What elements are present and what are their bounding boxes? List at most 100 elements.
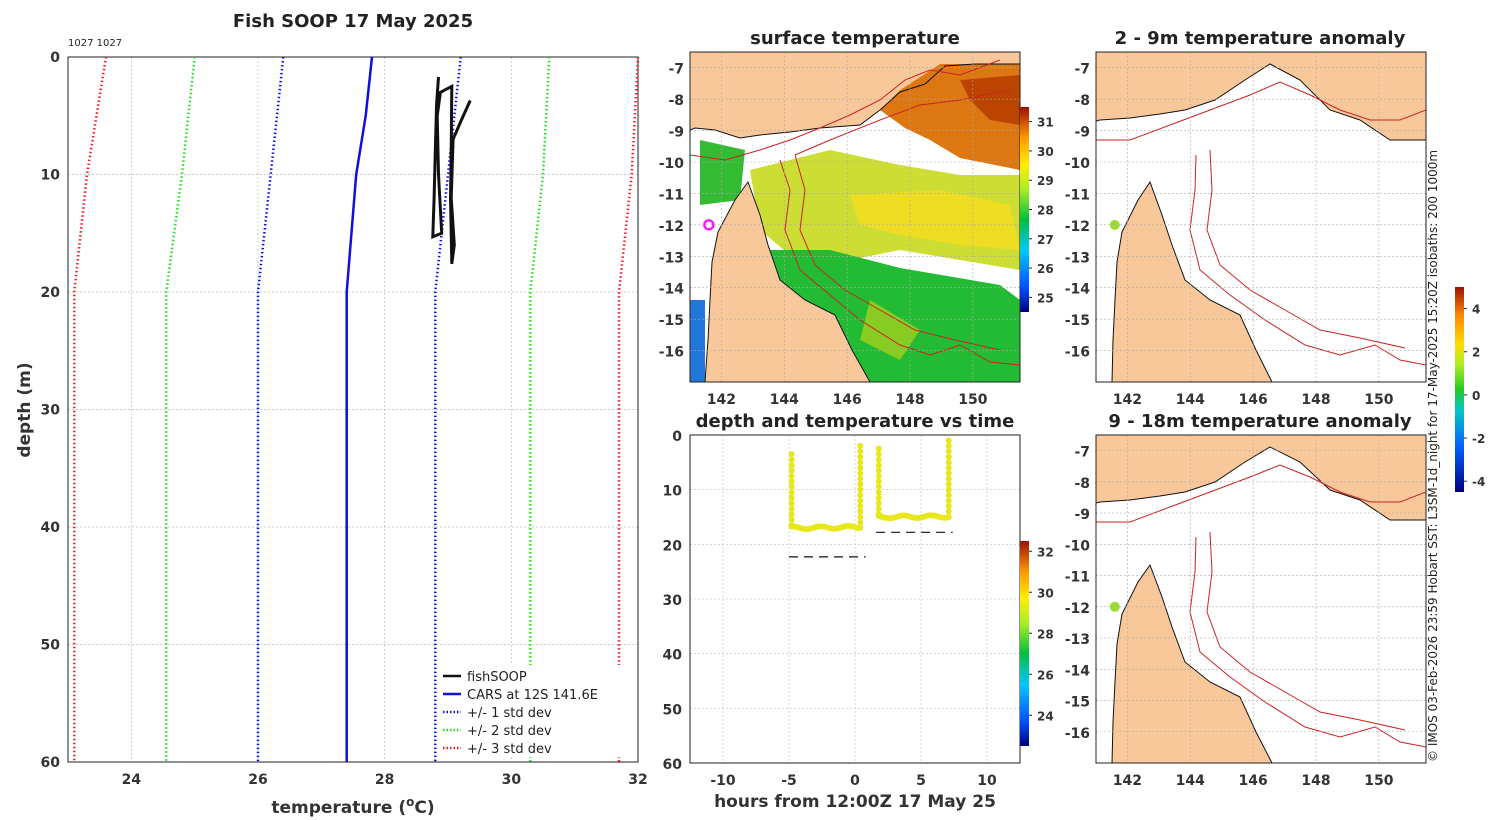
- time-point: [857, 442, 864, 449]
- anomaly-2-ytick-label: -11: [1065, 570, 1090, 586]
- sst-colorbar-tick-label: 29: [1037, 174, 1054, 188]
- surface-map-ytick-label: -9: [668, 125, 684, 141]
- surface-map-ytick-label: -12: [659, 219, 684, 235]
- anomaly-1-ticks: 142 144 146 148 150 -7 -8 -9 -10 -11 -12 -13 -14 -15 -…: [1065, 62, 1394, 408]
- anomaly-2-grid: [1096, 435, 1426, 763]
- time-point: [945, 492, 952, 499]
- profile-series--3-std-dev: [73, 56, 108, 762]
- profile-series--2-std-dev-upper: [529, 56, 551, 762]
- papua-coast: [690, 52, 1020, 139]
- isobath-1000-north: [794, 89, 1011, 156]
- profile-xtick-label: 30: [502, 772, 522, 788]
- profile-title: Fish SOOP 17 May 2025: [233, 11, 473, 32]
- anomaly-1-ytick-label: -16: [1065, 345, 1090, 361]
- anomaly-1-marker: [1109, 219, 1120, 230]
- time-point: [788, 483, 795, 490]
- time-colorbar-ticks: 32 30 28 26 24: [1029, 545, 1054, 723]
- profile-xtick-label: 24: [122, 772, 142, 788]
- surface-map-ytick-label: -15: [659, 313, 684, 329]
- profile-ytick-label: 40: [41, 520, 61, 536]
- time-point: [857, 475, 864, 482]
- time-point: [945, 448, 952, 455]
- anomaly-1-map: [1096, 52, 1426, 382]
- time-point: [788, 516, 795, 523]
- time-ytick-label: 50: [663, 702, 683, 718]
- anomaly-1-cape-york-land: [1111, 180, 1273, 382]
- anomaly-1-ytick-label: -14: [1065, 282, 1091, 298]
- surface-map-ticks: 142 144 146 148 150 -7 -8 -9 -10 -11 -12 -13 -14 -15 -…: [659, 62, 988, 408]
- profile-ytick-label: 0: [50, 50, 60, 66]
- anomaly-2-ytick-label: -13: [1065, 632, 1090, 648]
- time-xlabel: hours from 12:00Z 17 May 25: [714, 792, 996, 812]
- time-colorbar: [1020, 541, 1029, 746]
- sst-colorbar-tick-label: 28: [1037, 204, 1054, 218]
- time-point: [857, 481, 864, 488]
- time-ticks: -10 -5 0 5 10 0 10 20 30 40 50 60: [663, 429, 997, 789]
- legend-label: +/- 1 std dev: [467, 706, 552, 721]
- sst-colorbar-tick-label: 31: [1037, 116, 1054, 130]
- time-xtick-label: 0: [850, 773, 860, 789]
- profile-series--3-std-dev-upper: [617, 56, 640, 762]
- anomaly-2-xtick-label: 142: [1113, 773, 1142, 789]
- sst-west-green: [700, 140, 745, 205]
- anomaly-2-panel: 9 - 18m temperature anomaly 142 144 146 148…: [1065, 287, 1485, 789]
- time-xtick-label: 10: [977, 773, 997, 789]
- surface-map-ytick-label: -8: [668, 93, 684, 109]
- sst-colorbar-tick-label: 27: [1037, 233, 1054, 247]
- anomaly-2-ticks: 142 144 146 148 150 -7 -8 -9 -10 -11 -12 -13 -14 -15 -…: [1065, 445, 1394, 789]
- anomaly-1-ytick-label: -7: [1074, 62, 1090, 78]
- anomaly-2-isobath-south: [1189, 536, 1426, 748]
- time-point: [945, 514, 952, 520]
- anomaly-colorbar-tick-label: 2: [1472, 346, 1480, 360]
- time-point: [788, 489, 795, 496]
- anomaly-2-ytick-label: -15: [1065, 695, 1090, 711]
- isobath-1000: [794, 154, 1001, 351]
- time-point: [857, 453, 864, 460]
- time-point: [945, 475, 952, 482]
- time-point: [875, 500, 882, 507]
- time-point: [788, 511, 795, 518]
- time-colorbar-tick-label: 30: [1037, 586, 1054, 600]
- time-point: [945, 464, 952, 471]
- time-point: [875, 483, 882, 490]
- time-point: [945, 481, 952, 488]
- anomaly-1-ytick-label: -8: [1074, 93, 1090, 109]
- surface-map-grid: [690, 52, 1020, 382]
- profile-ytick-label: 60: [41, 755, 61, 771]
- anomaly-1-xtick-label: 142: [1113, 392, 1142, 408]
- surface-map-xtick-label: 146: [833, 392, 862, 408]
- anomaly-2-xtick-label: 150: [1364, 773, 1393, 789]
- anomaly-2-ytick-label: -8: [1074, 476, 1090, 492]
- profile-xtick-label: 32: [628, 772, 647, 788]
- profile-xtick-label: 26: [248, 772, 267, 788]
- time-point: [788, 478, 795, 485]
- time-point: [945, 508, 952, 515]
- profile-lines: [73, 56, 640, 762]
- time-point: [788, 462, 795, 469]
- anomaly-2-title: 9 - 18m temperature anomaly: [1108, 411, 1411, 432]
- surface-map-xtick-label: 150: [958, 392, 987, 408]
- time-point: [875, 473, 882, 479]
- time-point: [875, 505, 882, 512]
- profile-ytick-label: 10: [41, 168, 61, 184]
- anomaly-1-xtick-label: 148: [1301, 392, 1330, 408]
- surface-map-xtick-label: 142: [707, 392, 736, 408]
- time-colorbar-tick-label: 26: [1037, 668, 1054, 682]
- anomaly-1-ytick-label: -9: [1074, 125, 1090, 141]
- time-point: [875, 462, 882, 469]
- anomaly-1-ytick-label: -10: [1065, 156, 1091, 172]
- time-point: [788, 473, 795, 479]
- surface-map-ytick-label: -13: [659, 250, 684, 266]
- time-point: [857, 470, 864, 477]
- anomaly-1-isobath-north: [1096, 81, 1426, 141]
- anomaly-1-title: 2 - 9m temperature anomaly: [1115, 28, 1406, 49]
- time-point: [788, 456, 795, 463]
- profile-ytick-label: 20: [41, 285, 61, 301]
- surface-map-ytick-label: -14: [659, 282, 685, 298]
- sst-colorbar-tick-label: 26: [1037, 262, 1054, 276]
- anomaly-1-papua-land: [1096, 52, 1426, 141]
- anomaly-2-ytick-label: -16: [1065, 726, 1090, 742]
- time-point: [875, 478, 882, 485]
- time-point: [857, 497, 864, 504]
- anomaly-2-isobath-north: [1096, 464, 1426, 523]
